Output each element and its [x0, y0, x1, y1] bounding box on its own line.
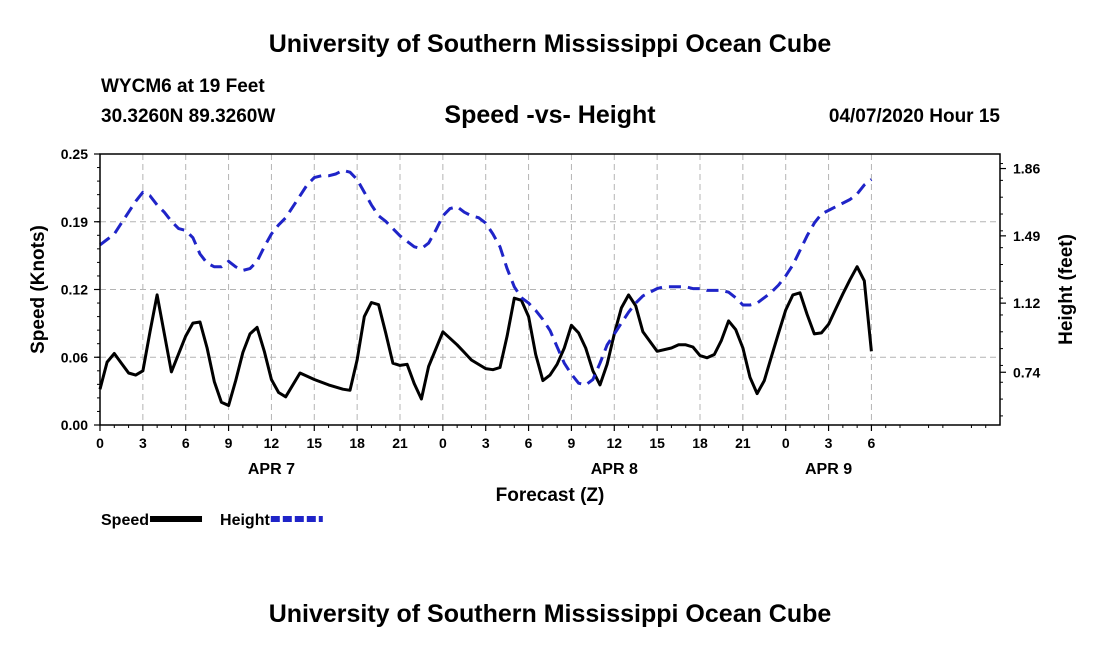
left-y-tick-label: 0.06 — [61, 349, 88, 365]
right-y-tick-label: 1.12 — [1013, 295, 1040, 311]
x-tick-label: 21 — [735, 435, 751, 451]
coordinates-label: 30.3260N 89.3260W — [101, 106, 276, 127]
x-tick-label: 12 — [264, 435, 280, 451]
station-label: WYCM6 at 19 Feet — [101, 76, 265, 97]
left-y-tick-label: 0.12 — [61, 282, 88, 298]
left-y-tick-label: 0.00 — [61, 417, 88, 433]
grid — [100, 154, 1000, 425]
x-tick-label: 15 — [649, 435, 665, 451]
page-title: University of Southern Mississippi Ocean… — [268, 30, 832, 58]
footer-title: University of Southern Mississippi Ocean… — [268, 600, 832, 628]
legend-label-speed: Speed — [101, 512, 149, 529]
axes: 0 3 6 9 12 15 18 21 0 3 6 9 12 15 18 21 0 3 6 APR 7 APR 8 APR… — [61, 146, 1041, 478]
date-label: APR 8 — [591, 461, 638, 478]
x-tick-label: 21 — [392, 435, 408, 451]
x-tick-label: 9 — [568, 435, 576, 451]
x-tick-label: 0 — [96, 435, 104, 451]
right-y-axis-title: Height (feet) — [1056, 234, 1077, 345]
x-axis-title: Forecast (Z) — [496, 485, 605, 506]
date-label: APR 7 — [248, 461, 295, 478]
legend: Speed Height — [101, 512, 323, 529]
left-y-tick-label: 0.25 — [61, 146, 88, 162]
timestamp-label: 04/07/2020 Hour 15 — [828, 106, 1000, 127]
x-tick-label: 3 — [482, 435, 490, 451]
series-line-height — [99, 168, 873, 387]
left-y-tick-label: 0.19 — [61, 214, 88, 230]
left-y-axis-title: Speed (Knots) — [28, 225, 49, 354]
x-tick-label: 12 — [606, 435, 622, 451]
x-tick-label: 0 — [782, 435, 790, 451]
series-line-speed — [98, 265, 873, 407]
x-tick-label: 3 — [825, 435, 833, 451]
x-tick-label: 6 — [525, 435, 533, 451]
x-tick-label: 9 — [225, 435, 233, 451]
right-y-tick-label: 0.74 — [1013, 364, 1040, 380]
x-tick-label: 15 — [306, 435, 322, 451]
legend-label-height: Height — [220, 512, 270, 529]
x-tick-label: 3 — [139, 435, 147, 451]
x-tick-label: 18 — [349, 435, 365, 451]
right-y-tick-label: 1.49 — [1013, 228, 1040, 244]
series-layer — [98, 168, 873, 407]
date-label: APR 9 — [805, 461, 852, 478]
right-y-tick-label: 1.86 — [1013, 161, 1040, 177]
chart-title: Speed -vs- Height — [444, 101, 656, 129]
x-tick-label: 18 — [692, 435, 708, 451]
x-tick-label: 6 — [182, 435, 190, 451]
x-tick-label: 0 — [439, 435, 447, 451]
x-tick-label: 6 — [868, 435, 876, 451]
